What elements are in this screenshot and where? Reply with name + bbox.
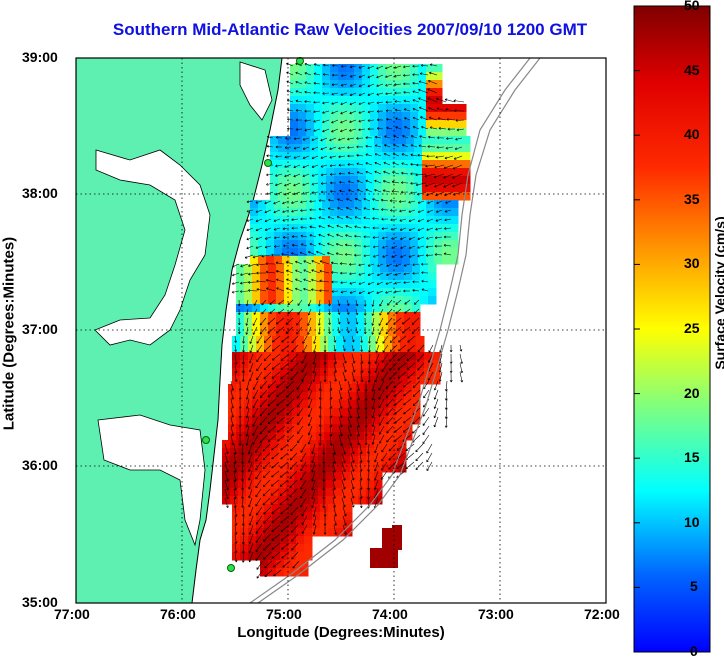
- y-tick: 36:00: [22, 457, 58, 473]
- y-axis-label: Latitude (Degrees:Minutes): [0, 236, 18, 431]
- colorbar-tick: 25: [684, 320, 700, 336]
- isobath: [257, 58, 541, 603]
- station-markers: [202, 57, 304, 572]
- colorbar-tick: 0: [690, 643, 698, 659]
- plot-frame: [75, 57, 607, 604]
- x-tick: 76:00: [160, 606, 196, 622]
- y-tick: 39:00: [22, 49, 58, 65]
- colorbar-tick: 10: [684, 514, 700, 530]
- colorbar-tick: 50: [684, 0, 700, 13]
- velocity-vectors: [224, 62, 465, 579]
- x-tick: 72:00: [584, 606, 620, 622]
- colorbar-tick: 5: [690, 578, 698, 594]
- colorbar: [633, 5, 711, 653]
- bay: [94, 149, 211, 346]
- x-tick: 73:00: [478, 606, 514, 622]
- delaware-bay: [239, 61, 273, 121]
- isobath: [249, 58, 531, 603]
- grid: [76, 58, 606, 603]
- x-tick: 74:00: [372, 606, 408, 622]
- x-tick: 77:00: [54, 606, 90, 622]
- colorbar-tick: 35: [684, 191, 700, 207]
- x-tick: 75:00: [266, 606, 302, 622]
- y-tick: 38:00: [22, 185, 58, 201]
- colorbar-tick: 15: [684, 449, 700, 465]
- y-tick: 37:00: [22, 321, 58, 337]
- colorbar-tick: 40: [684, 126, 700, 142]
- sound: [97, 414, 206, 547]
- colorbar-tick: 20: [684, 385, 700, 401]
- colorbar-label: Surface Velocity (cm/s): [712, 216, 724, 370]
- colorbar-tick: 30: [684, 255, 700, 271]
- y-tick: 35:00: [22, 594, 58, 610]
- map-title: Southern Mid-Atlantic Raw Velocities 200…: [112, 20, 588, 39]
- x-axis-label: Longitude (Degrees:Minutes): [237, 624, 445, 641]
- colorbar-tick: 45: [684, 62, 700, 78]
